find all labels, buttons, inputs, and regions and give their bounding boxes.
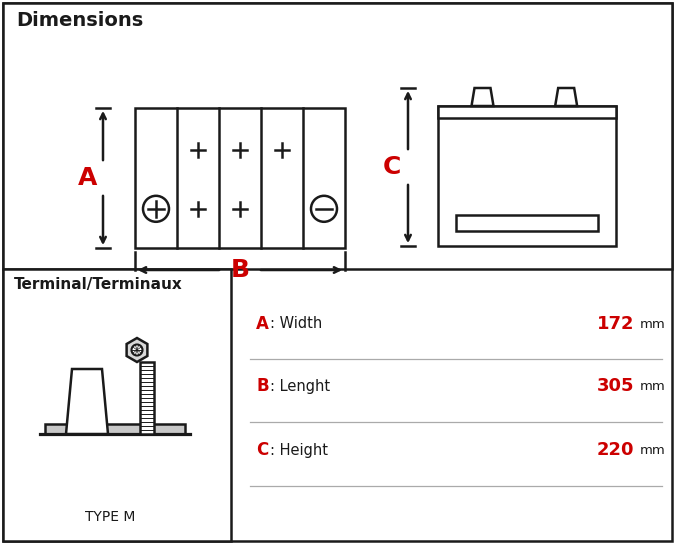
- Circle shape: [132, 344, 142, 355]
- Bar: [140, 362, 154, 434]
- Text: C: C: [256, 441, 268, 459]
- Text: TYPE M: TYPE M: [85, 510, 135, 524]
- Circle shape: [311, 196, 337, 222]
- Bar: [45, 424, 185, 434]
- Text: : Height: : Height: [270, 442, 328, 458]
- Text: mm: mm: [640, 443, 666, 456]
- Polygon shape: [555, 88, 577, 106]
- Bar: [140, 362, 154, 434]
- Bar: [456, 215, 598, 231]
- Bar: [3, 269, 231, 541]
- Text: mm: mm: [640, 318, 666, 331]
- Bar: [3, 3, 672, 269]
- Circle shape: [143, 196, 169, 222]
- Text: A: A: [78, 166, 98, 190]
- Bar: [438, 106, 616, 246]
- Polygon shape: [127, 338, 147, 362]
- Text: mm: mm: [640, 380, 666, 393]
- Polygon shape: [66, 369, 108, 434]
- Text: 172: 172: [597, 315, 634, 333]
- Text: 220: 220: [597, 441, 634, 459]
- Polygon shape: [472, 88, 493, 106]
- Text: 305: 305: [597, 377, 634, 395]
- Text: C: C: [383, 155, 401, 179]
- Text: B: B: [256, 377, 269, 395]
- Text: Terminal/Terminaux: Terminal/Terminaux: [14, 277, 183, 292]
- Bar: [135, 108, 345, 248]
- Text: : Lenght: : Lenght: [270, 379, 330, 393]
- Text: A: A: [256, 315, 269, 333]
- Bar: [438, 106, 616, 118]
- Text: : Width: : Width: [270, 317, 322, 331]
- Text: Dimensions: Dimensions: [16, 11, 143, 30]
- Text: B: B: [230, 258, 250, 282]
